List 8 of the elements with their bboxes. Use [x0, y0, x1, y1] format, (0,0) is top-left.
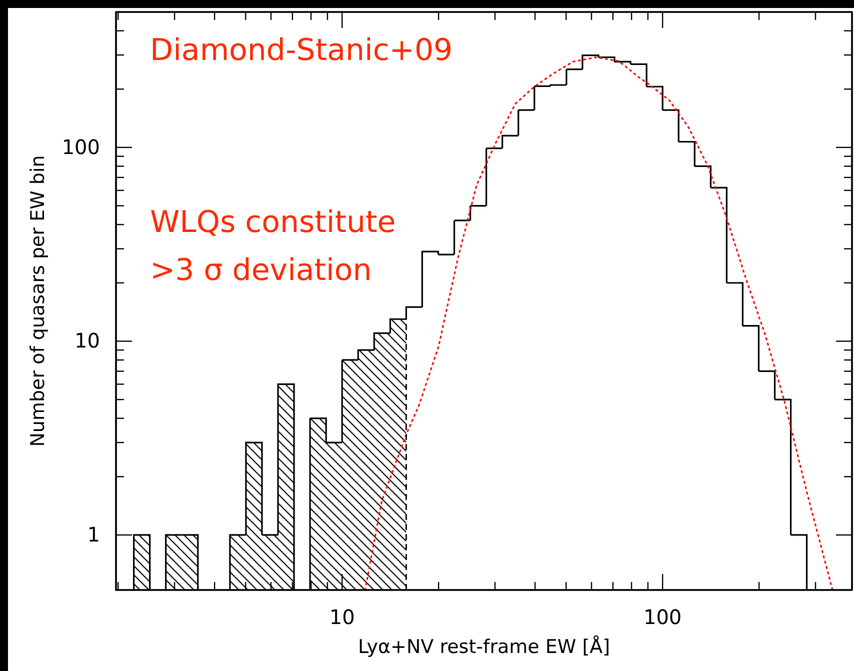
y-tick-label: 1	[87, 522, 100, 546]
annotation: WLQs constitute	[150, 205, 396, 240]
y-tick-label: 10	[74, 328, 100, 353]
annotation: Diamond-Stanic+09	[150, 33, 453, 68]
y-tick-label: 100	[62, 134, 100, 159]
annotation: >3 σ deviation	[150, 253, 372, 288]
x-axis-title: Lyα+NV rest-frame EW [Å]	[358, 635, 610, 658]
y-axis-title: Number of quasars per EW bin	[27, 155, 49, 447]
